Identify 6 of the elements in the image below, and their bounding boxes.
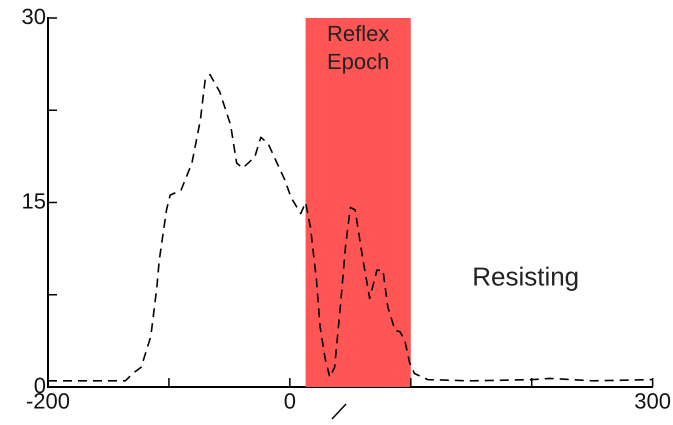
annotation: Resisting <box>472 261 580 292</box>
y-tick-label: 30 <box>22 4 46 30</box>
x-tick-label: 0 <box>284 388 296 414</box>
band-label: Reflex Epoch <box>326 21 390 74</box>
x-tick-label: 300 <box>634 388 672 414</box>
y-tick-label: 15 <box>22 188 46 214</box>
